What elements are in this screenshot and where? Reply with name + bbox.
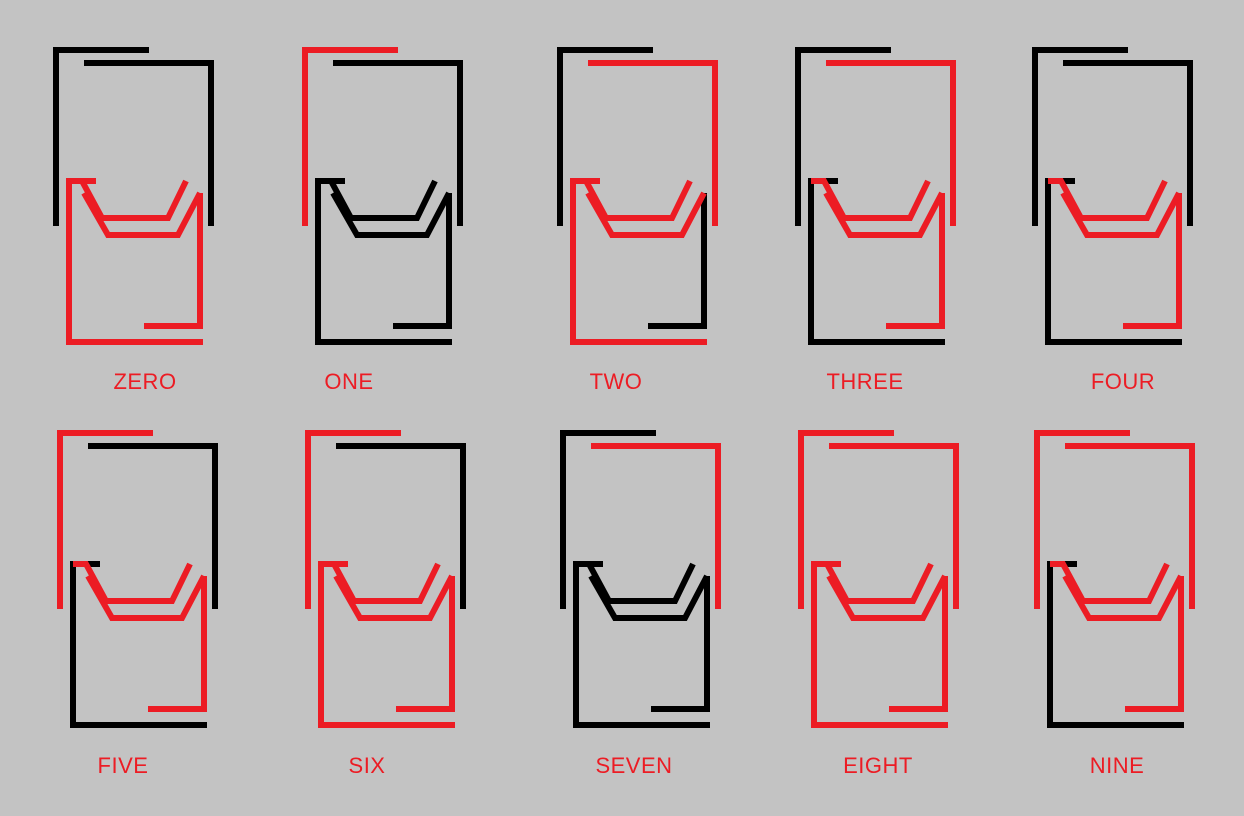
segment-upper-left [1032, 47, 1128, 226]
segment-upper-right [1065, 443, 1195, 609]
digit-glyph-nine [1034, 430, 1195, 728]
segment-upper-left [560, 430, 656, 609]
digit-label-four: FOUR [1091, 369, 1155, 394]
segment-bowl-outer [1050, 561, 1170, 604]
segment-upper-right [88, 443, 218, 609]
digit-label-seven: SEVEN [595, 753, 672, 778]
segment-bowl-outer [321, 561, 441, 604]
segment-bowl-inner [333, 574, 455, 621]
digit-glyph-three [795, 47, 956, 345]
segment-bowl-outer [1048, 178, 1168, 221]
segment-bowl-outer [811, 178, 931, 221]
segment-upper-left [302, 47, 398, 226]
segment-upper-right [84, 60, 214, 226]
segment-upper-right [588, 60, 718, 226]
digit-label-five: FIVE [98, 753, 149, 778]
segment-bowl-inner [826, 574, 948, 621]
digit-glyph-five [57, 430, 218, 728]
segment-bowl-inner [585, 191, 707, 238]
segment-bowl-outer [73, 561, 193, 604]
segment-upper-left [795, 47, 891, 226]
segment-bowl-inner [81, 191, 203, 238]
segment-bowl-inner [330, 191, 452, 238]
digit-label-one: ONE [324, 369, 373, 394]
digit-label-three: THREE [826, 369, 903, 394]
segment-bowl-inner [1060, 191, 1182, 238]
digit-glyphs [53, 47, 1195, 728]
segment-upper-right [333, 60, 463, 226]
segment-lower-right [651, 576, 710, 712]
segment-upper-left [557, 47, 653, 226]
digit-labels: ZERO ONE TWO THREE FOUR FIVE SIX SEVEN EIGHT NINE [98, 369, 1155, 778]
segment-lower-right [148, 576, 207, 712]
segment-bowl-inner [588, 574, 710, 621]
digit-glyph-two [557, 47, 718, 345]
segment-upper-right [1063, 60, 1193, 226]
segment-upper-right [826, 60, 956, 226]
segment-lower-right [1123, 193, 1182, 329]
segment-lower-right [144, 193, 203, 329]
segment-upper-left [1034, 430, 1130, 609]
segment-bowl-outer [573, 178, 693, 221]
segment-lower-right [1125, 576, 1184, 712]
digit-label-six: SIX [349, 753, 386, 778]
segment-upper-left [53, 47, 149, 226]
segment-upper-right [829, 443, 959, 609]
segment-upper-left [798, 430, 894, 609]
segment-lower-right [889, 576, 948, 712]
segment-upper-left [57, 430, 153, 609]
digit-glyph-eight [798, 430, 959, 728]
segment-upper-right [336, 443, 466, 609]
segment-lower-right [396, 576, 455, 712]
segment-lower-right [393, 193, 452, 329]
segment-bowl-outer [576, 561, 696, 604]
segment-lower-right [648, 193, 707, 329]
digit-label-zero: ZERO [113, 369, 176, 394]
segment-bowl-outer [814, 561, 934, 604]
digit-glyph-zero [53, 47, 214, 345]
digit-glyph-four [1032, 47, 1193, 345]
segment-upper-left [305, 430, 401, 609]
digit-label-nine: NINE [1090, 753, 1145, 778]
digit-glyph-one [302, 47, 463, 345]
digit-glyph-seven [560, 430, 721, 728]
segment-bowl-outer [318, 178, 438, 221]
digit-glyph-six [305, 430, 466, 728]
digit-label-eight: EIGHT [843, 753, 913, 778]
segment-bowl-outer [69, 178, 189, 221]
digit-label-two: TWO [590, 369, 643, 394]
segment-bowl-inner [1062, 574, 1184, 621]
segment-upper-right [591, 443, 721, 609]
segment-bowl-inner [823, 191, 945, 238]
segment-lower-right [886, 193, 945, 329]
segment-bowl-inner [85, 574, 207, 621]
